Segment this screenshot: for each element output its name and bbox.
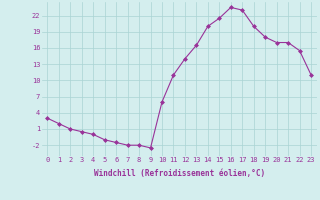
X-axis label: Windchill (Refroidissement éolien,°C): Windchill (Refroidissement éolien,°C)	[94, 169, 265, 178]
